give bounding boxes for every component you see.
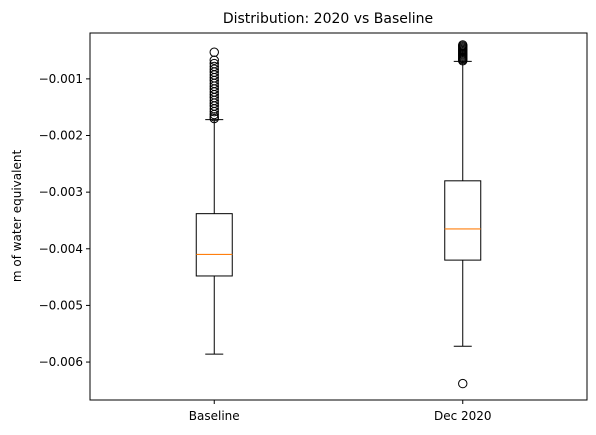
y-axis-label: m of water equivalent <box>10 150 24 283</box>
outlier-point <box>458 378 468 389</box>
iqr-box <box>195 213 233 277</box>
y-tick-label: −0.004 <box>39 242 83 256</box>
y-tick-label: −0.003 <box>39 185 83 199</box>
box-group <box>444 40 482 389</box>
y-tick-label: −0.001 <box>39 72 83 86</box>
y-tick-label: −0.006 <box>39 355 83 369</box>
outlier-point <box>458 56 468 66</box>
outlier-point <box>209 107 219 117</box>
x-tick-label: Baseline <box>189 409 240 423</box>
y-tick-label: −0.005 <box>39 298 83 312</box>
outlier-point <box>209 109 219 120</box>
outlier-point <box>209 47 219 57</box>
iqr-box <box>444 180 482 261</box>
box-group <box>195 47 233 355</box>
plot-area: −0.001 −0.002 −0.003 −0.004 −0.005 −0.006 Base… <box>39 32 588 423</box>
outlier-point <box>209 55 219 65</box>
x-tick-label: Dec 2020 <box>434 409 492 423</box>
chart-title: Distribution: 2020 vs Baseline <box>223 11 433 27</box>
plot-frame <box>89 32 588 401</box>
y-tick-label: −0.002 <box>39 129 83 143</box>
outlier-point <box>209 113 219 124</box>
